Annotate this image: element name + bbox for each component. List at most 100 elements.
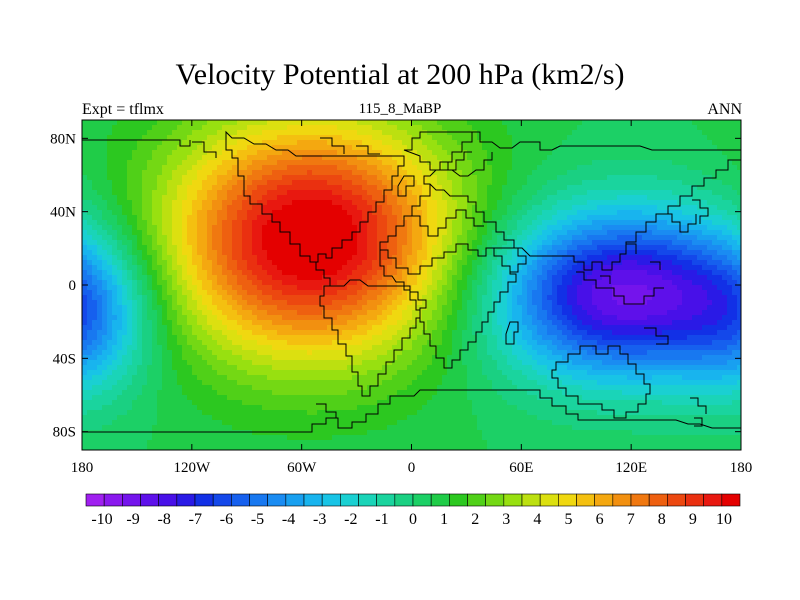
- field-cell: [457, 270, 463, 276]
- field-cell: [722, 195, 728, 201]
- field-cell: [372, 150, 378, 156]
- field-cell: [307, 285, 313, 291]
- field-cell: [207, 165, 213, 171]
- field-cell: [392, 170, 398, 176]
- field-cell: [562, 285, 568, 291]
- field-cell: [92, 190, 98, 196]
- field-cell: [387, 140, 393, 146]
- field-cell: [357, 270, 363, 276]
- field-cell: [687, 290, 693, 296]
- field-cell: [632, 230, 638, 236]
- field-cell: [437, 300, 443, 306]
- field-cell: [152, 170, 158, 176]
- field-cell: [212, 235, 218, 241]
- field-cell: [307, 150, 313, 156]
- field-cell: [442, 220, 448, 226]
- field-cell: [422, 270, 428, 276]
- field-cell: [487, 200, 493, 206]
- field-cell: [397, 275, 403, 281]
- field-cell: [317, 185, 323, 191]
- field-cell: [82, 215, 88, 221]
- field-cell: [692, 225, 698, 231]
- field-cell: [557, 175, 563, 181]
- field-cell: [577, 225, 583, 231]
- field-cell: [107, 295, 113, 301]
- field-cell: [567, 140, 573, 146]
- field-cell: [152, 165, 158, 171]
- field-cell: [142, 265, 148, 271]
- field-cell: [537, 120, 543, 126]
- field-cell: [342, 255, 348, 261]
- field-cell: [292, 175, 298, 181]
- field-cell: [582, 250, 588, 256]
- field-cell: [382, 270, 388, 276]
- field-cell: [112, 275, 118, 281]
- field-cell: [502, 175, 508, 181]
- field-cell: [732, 275, 738, 281]
- field-cell: [302, 120, 308, 126]
- field-cell: [327, 195, 333, 201]
- field-cell: [682, 265, 688, 271]
- field-cell: [117, 285, 123, 291]
- field-cell: [277, 155, 283, 161]
- field-cell: [732, 135, 738, 141]
- field-cell: [337, 220, 343, 226]
- field-cell: [697, 155, 703, 161]
- field-cell: [142, 295, 148, 301]
- field-cell: [217, 120, 223, 126]
- field-cell: [232, 200, 238, 206]
- field-cell: [212, 275, 218, 281]
- field-cell: [307, 260, 313, 266]
- field-cell: [382, 285, 388, 291]
- field-cell: [602, 265, 608, 271]
- field-cell: [512, 210, 518, 216]
- field-cell: [132, 250, 138, 256]
- field-cell: [442, 120, 448, 126]
- field-cell: [347, 210, 353, 216]
- field-cell: [252, 265, 258, 271]
- field-cell: [737, 220, 741, 226]
- field-cell: [667, 145, 673, 151]
- field-cell: [192, 150, 198, 156]
- field-cell: [637, 195, 643, 201]
- field-cell: [682, 125, 688, 131]
- field-cell: [402, 170, 408, 176]
- field-cell: [367, 265, 373, 271]
- field-cell: [467, 240, 473, 246]
- field-cell: [222, 235, 228, 241]
- field-cell: [212, 270, 218, 276]
- field-cell: [417, 170, 423, 176]
- field-cell: [152, 230, 158, 236]
- field-cell: [167, 130, 173, 136]
- field-cell: [462, 175, 468, 181]
- field-cell: [507, 225, 513, 231]
- field-cell: [137, 130, 143, 136]
- field-cell: [682, 140, 688, 146]
- field-cell: [642, 295, 648, 301]
- field-cell: [267, 155, 273, 161]
- field-cell: [142, 155, 148, 161]
- field-cell: [122, 215, 128, 221]
- field-cell: [507, 120, 513, 126]
- field-cell: [547, 305, 553, 311]
- field-cell: [152, 210, 158, 216]
- field-cell: [532, 190, 538, 196]
- field-cell: [387, 215, 393, 221]
- field-cell: [627, 170, 633, 176]
- field-cell: [257, 250, 263, 256]
- field-cell: [162, 135, 168, 141]
- field-cell: [712, 225, 718, 231]
- field-cell: [217, 220, 223, 226]
- field-cell: [197, 225, 203, 231]
- field-cell: [417, 285, 423, 291]
- field-cell: [662, 155, 668, 161]
- field-cell: [172, 290, 178, 296]
- field-cell: [382, 240, 388, 246]
- field-cell: [137, 165, 143, 171]
- field-cell: [602, 225, 608, 231]
- field-cell: [227, 255, 233, 261]
- field-cell: [707, 195, 713, 201]
- field-cell: [517, 205, 523, 211]
- field-cell: [627, 175, 633, 181]
- field-cell: [472, 150, 478, 156]
